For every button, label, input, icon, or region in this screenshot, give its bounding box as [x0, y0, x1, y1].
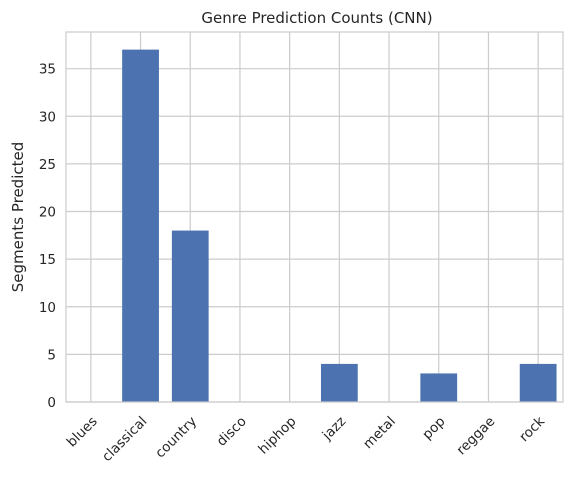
y-tick-label: 35 — [39, 62, 56, 78]
x-tick-label-pop: pop — [419, 414, 448, 443]
x-tick-label-jazz: jazz — [319, 414, 350, 445]
bar-classical — [122, 49, 159, 402]
y-tick-label: 0 — [47, 395, 56, 411]
x-tick-label-reggae: reggae — [454, 414, 499, 459]
y-axis-label: Segments Predicted — [9, 142, 27, 293]
x-tick-label-disco: disco — [214, 414, 250, 450]
x-tick-label-hiphop: hiphop — [255, 414, 299, 458]
y-tick-label: 15 — [39, 252, 56, 268]
bar-country — [171, 230, 209, 402]
bar-jazz — [320, 363, 358, 402]
y-tick-label: 20 — [39, 205, 56, 221]
y-tick-labels: 0 5 10 15 20 25 30 35 — [39, 62, 56, 411]
x-tick-label-country: country — [152, 414, 200, 462]
x-tick-label-classical: classical — [99, 414, 150, 465]
bar-rock — [519, 363, 557, 402]
bars — [122, 49, 557, 402]
y-tick-label: 30 — [39, 109, 56, 125]
y-tick-label: 10 — [39, 300, 56, 316]
plot-frame — [65, 31, 564, 403]
x-tick-label-rock: rock — [516, 413, 548, 445]
x-tick-label-metal: metal — [360, 414, 399, 453]
chart-title: Genre Prediction Counts (CNN) — [201, 9, 432, 27]
y-tick-label: 5 — [47, 347, 56, 363]
x-tick-label-blues: blues — [64, 414, 101, 451]
bar-pop — [420, 373, 458, 402]
y-tick-label: 25 — [39, 157, 56, 173]
